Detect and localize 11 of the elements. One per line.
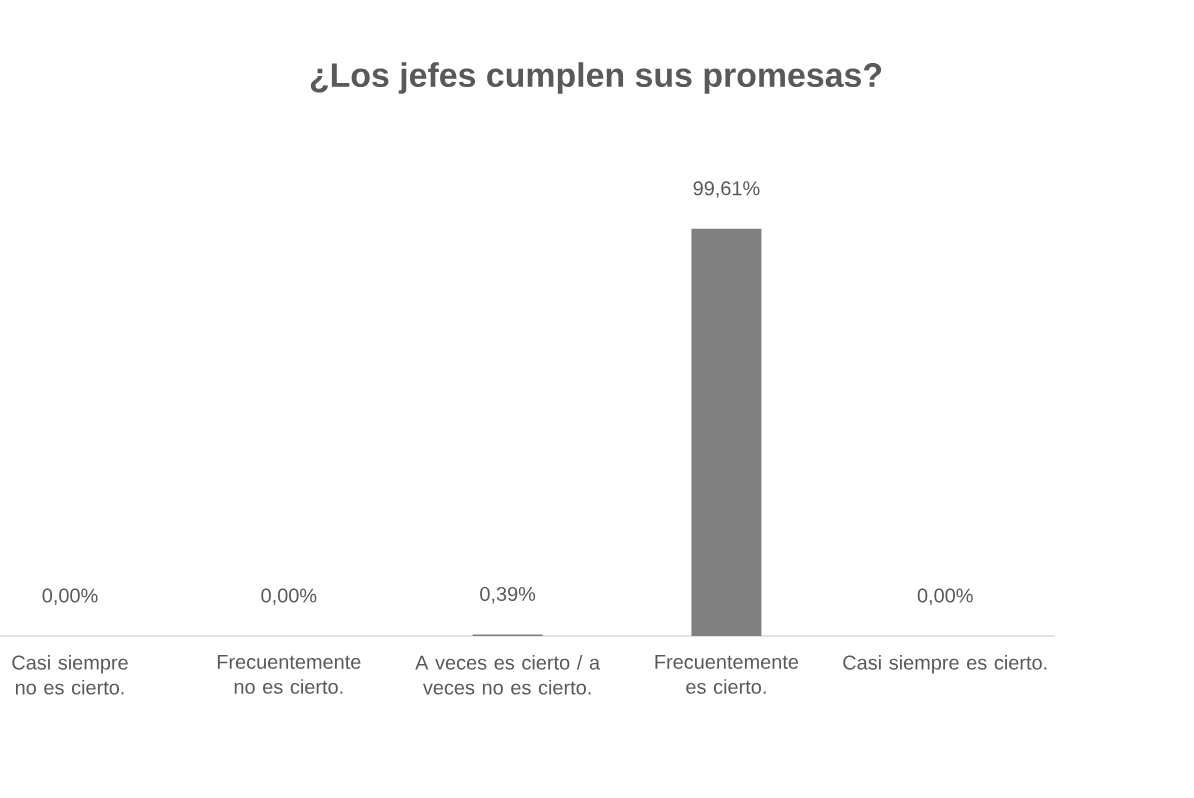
data-label: 0,00% <box>261 588 317 605</box>
x-tick-label: Casi siempre no es cierto. <box>12 655 128 695</box>
x-tick-label: A veces es cierto / a veces no es cierto. <box>415 655 601 695</box>
data-label: 0,00% <box>917 588 973 605</box>
x-tick-label: Casi siempre es cierto. <box>843 655 1047 674</box>
data-label: 0,39% <box>480 586 536 604</box>
data-label: 0,00% <box>42 588 98 605</box>
x-tick-label: Frecuentemente es cierto. <box>655 655 799 694</box>
data-label: 99,61% <box>693 181 760 198</box>
x-tick-label: Frecuentemente no es cierto. <box>217 655 361 694</box>
chart-title: ¿Los jefes cumplen sus promesas? <box>310 62 882 94</box>
